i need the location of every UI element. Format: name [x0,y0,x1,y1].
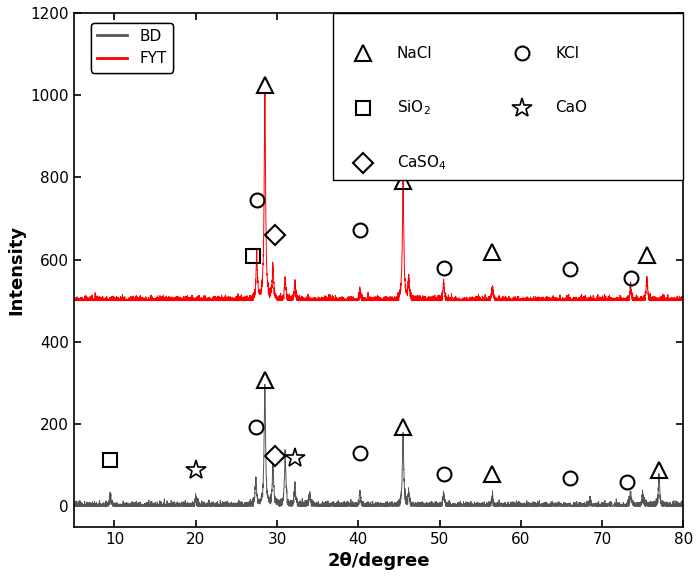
Text: CaSO$_4$: CaSO$_4$ [397,153,447,173]
Text: NaCl: NaCl [397,46,433,61]
X-axis label: 2θ/degree: 2θ/degree [328,552,430,570]
FancyBboxPatch shape [333,13,683,180]
Y-axis label: Intensity: Intensity [7,224,25,315]
Text: CaO: CaO [555,100,587,115]
Legend: BD, FYT: BD, FYT [90,23,173,73]
Text: SiO$_2$: SiO$_2$ [397,99,430,117]
Text: KCl: KCl [555,46,580,61]
